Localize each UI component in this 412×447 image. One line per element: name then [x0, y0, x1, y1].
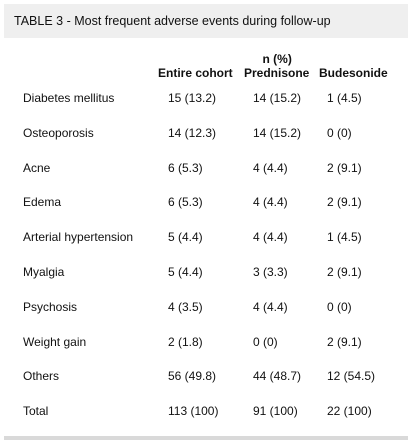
row-label: Others [23, 369, 60, 384]
cell: 14 (12.3) [168, 125, 217, 140]
cell: 14 (15.2) [253, 91, 302, 105]
cell: 6 (5.3) [168, 160, 203, 175]
column-header: Budesonide [319, 66, 388, 80]
cell: 4 (4.4) [253, 160, 288, 175]
column-header: Entire cohort [158, 66, 233, 80]
cell: 1 (4.5) [327, 91, 362, 105]
row-label: Acne [23, 160, 51, 175]
row-label: Total [23, 404, 49, 419]
column-header: Prednisone [244, 66, 310, 80]
row-label: Edema [23, 195, 62, 210]
cell: 4 (3.5) [168, 299, 203, 314]
cell: 22 (100) [327, 404, 372, 419]
cell: 0 (0) [327, 125, 352, 140]
title: TABLE 3 - Most frequent adverse events d… [14, 14, 331, 28]
cell: 91 (100) [253, 404, 298, 419]
cell: 15 (13.2) [168, 91, 217, 105]
group-header: n (%) [262, 52, 292, 66]
cell: 4 (4.4) [253, 195, 288, 210]
cell: 3 (3.3) [253, 265, 288, 279]
cell: 2 (1.8) [168, 334, 203, 349]
row-label: Arterial hypertension [23, 230, 134, 245]
cell: 4 (4.4) [253, 299, 288, 314]
cell: 4 (4.4) [253, 230, 288, 245]
cell: 44 (48.7) [253, 369, 302, 384]
cell: 6 (5.3) [168, 195, 203, 210]
bottom-rule [4, 436, 408, 440]
cell: 2 (9.1) [327, 160, 362, 175]
cell: 56 (49.8) [168, 369, 217, 384]
cell: 0 (0) [253, 334, 278, 349]
row-label: Myalgia [23, 265, 65, 279]
row-label: Diabetes mellitus [23, 91, 115, 105]
cell: 2 (9.1) [327, 265, 362, 279]
row-label: Psychosis [23, 299, 78, 314]
cell: 1 (4.5) [327, 230, 362, 245]
cell: 113 (100) [168, 404, 219, 419]
title-bar: TABLE 3 - Most frequent adverse events d… [4, 4, 408, 38]
cell: 2 (9.1) [327, 334, 362, 349]
cell: 12 (54.5) [327, 369, 376, 384]
row-label: Osteoporosis [23, 125, 94, 140]
cell: 5 (4.4) [168, 230, 203, 245]
cell: 5 (4.4) [168, 265, 203, 279]
cell: 0 (0) [327, 299, 352, 314]
cell: 2 (9.1) [327, 195, 362, 210]
row-label: Weight gain [23, 334, 87, 349]
cell: 14 (15.2) [253, 125, 302, 140]
